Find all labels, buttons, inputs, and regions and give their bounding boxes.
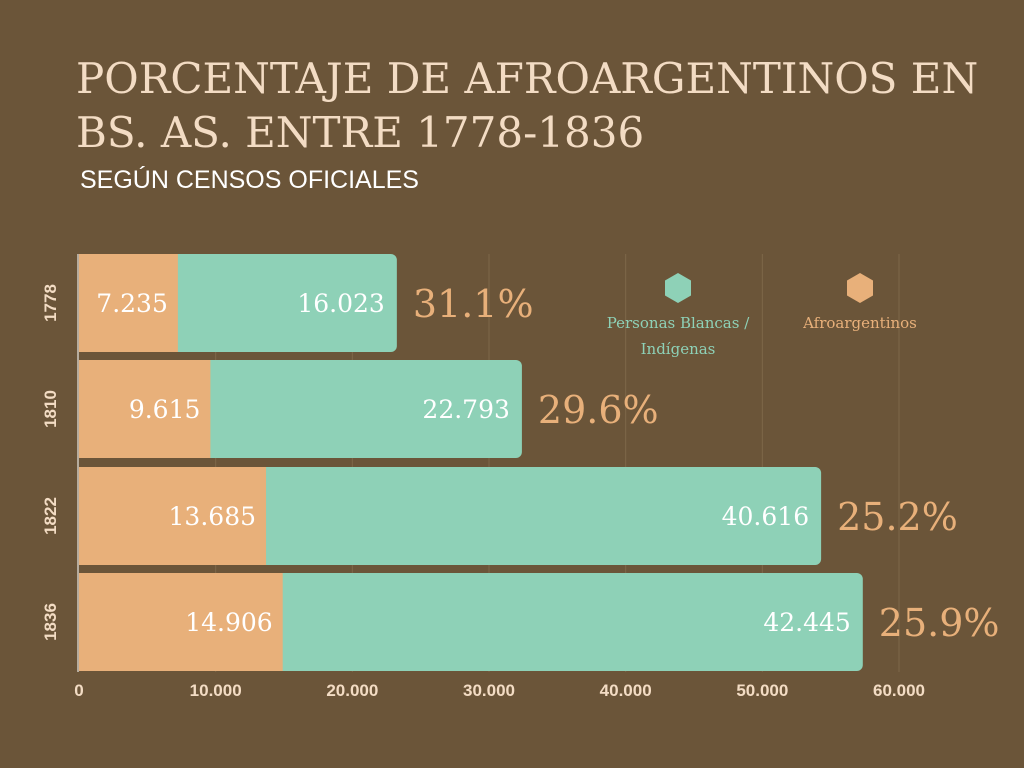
x-tick-label: 20.000 bbox=[326, 681, 378, 700]
legend-item-afro: Afroargentinos bbox=[790, 272, 930, 336]
legend-label-afro: Afroargentinos bbox=[803, 314, 917, 332]
x-tick-label: 40.000 bbox=[600, 681, 652, 700]
bar-white-indigenous bbox=[272, 573, 863, 671]
legend-item-white-indigenous: Personas Blancas / Indígenas bbox=[595, 272, 761, 362]
x-tick-label: 50.000 bbox=[736, 681, 788, 700]
y-category-label: 1778 bbox=[41, 284, 60, 322]
bar-label-afro: 13.685 bbox=[169, 502, 256, 531]
bar-white-indigenous bbox=[200, 360, 522, 458]
bar-afro bbox=[79, 360, 211, 458]
bar-afro bbox=[79, 254, 178, 352]
y-category-label: 1836 bbox=[41, 603, 60, 641]
bar-afro bbox=[79, 467, 267, 565]
legend-label-white-indigenous: Personas Blancas / Indígenas bbox=[606, 314, 750, 358]
bar-label-white-indigenous: 16.023 bbox=[297, 289, 384, 318]
x-tick-label: 10.000 bbox=[190, 681, 242, 700]
chart-title: PORCENTAJE DE AFROARGENTINOS EN BS. AS. … bbox=[76, 54, 979, 157]
x-tick-label: 30.000 bbox=[463, 681, 515, 700]
bar-label-white-indigenous: 40.616 bbox=[722, 502, 809, 531]
bar-label-afro: 9.615 bbox=[129, 395, 201, 424]
y-category-label: 1810 bbox=[41, 390, 60, 428]
hexagon-icon bbox=[665, 273, 691, 303]
y-category-label: 1822 bbox=[41, 497, 60, 535]
bar-label-afro: 14.906 bbox=[185, 608, 272, 637]
bar-label-afro: 7.235 bbox=[96, 289, 168, 318]
bar-white-indigenous bbox=[256, 467, 822, 565]
x-tick-label: 60.000 bbox=[873, 681, 925, 700]
bar-label-white-indigenous: 42.445 bbox=[763, 608, 850, 637]
bar-label-white-indigenous: 22.793 bbox=[422, 395, 509, 424]
percent-label: 29.6% bbox=[538, 388, 659, 432]
chart-subtitle: SEGÚN CENSOS OFICIALES bbox=[80, 166, 419, 194]
bar-white-indigenous bbox=[167, 254, 397, 352]
hexagon-icon bbox=[847, 273, 873, 303]
percent-label: 25.9% bbox=[879, 601, 1000, 645]
bar-afro bbox=[79, 573, 283, 671]
percent-label: 31.1% bbox=[413, 282, 534, 326]
x-tick-label: 0 bbox=[74, 681, 83, 700]
percent-label: 25.2% bbox=[837, 495, 958, 539]
